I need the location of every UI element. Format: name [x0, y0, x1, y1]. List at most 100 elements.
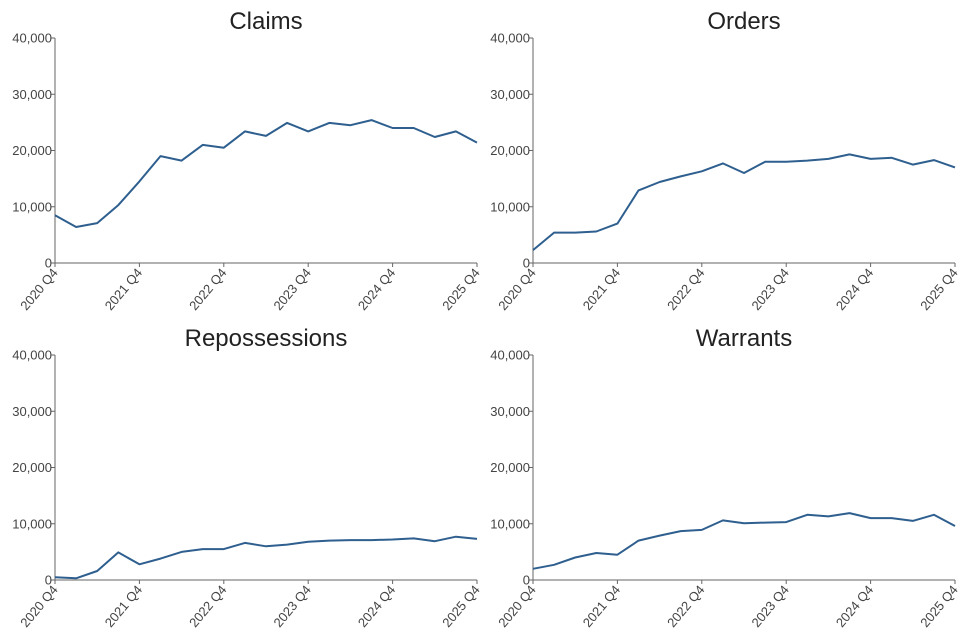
claims-data-point	[349, 124, 351, 126]
repossessions-y-tick-label: 10,000	[12, 516, 52, 531]
warrants-y-tick-label: 40,000	[490, 348, 530, 363]
claims-x-tick-label: 2022 Q4	[186, 265, 230, 313]
claims-y-tick-label: 0	[45, 256, 52, 271]
orders-data-point	[849, 153, 851, 155]
repossessions-data-point	[476, 538, 478, 540]
orders-y-tick-label: 40,000	[490, 31, 530, 46]
orders-data-point	[870, 158, 872, 160]
orders-data-point	[891, 157, 893, 159]
orders-panel: Orders 0 10,000 20,000 30,000 40,000 2020 Q4 20…	[490, 8, 960, 313]
orders-data-point	[680, 175, 682, 177]
claims-panel: Claims 0 10,000 20,000 30,000 40,000 2020 Q4 20…	[12, 8, 483, 313]
warrants-y-tick-label: 30,000	[490, 404, 530, 419]
orders-data-point	[616, 223, 618, 225]
repossessions-data-point	[117, 551, 119, 553]
claims-data-point	[181, 160, 183, 162]
repossessions-x-tick-label: 2024 Q4	[355, 582, 399, 630]
repossessions-data-point	[434, 540, 436, 542]
orders-data-point	[827, 158, 829, 160]
repossessions-x-tick-label: 2025 Q4	[439, 582, 483, 630]
warrants-data-point	[891, 517, 893, 519]
orders-x-tick-label: 2022 Q4	[664, 265, 708, 313]
warrants-data-point	[954, 525, 956, 527]
orders-data-point	[553, 232, 555, 234]
orders-data-point	[532, 249, 534, 251]
repossessions-x-tick-label: 2020 Q4	[17, 582, 61, 630]
warrants-data-point	[616, 554, 618, 556]
warrants-data-point	[595, 552, 597, 554]
repossessions-title: Repossessions	[185, 325, 348, 352]
warrants-data-point	[806, 514, 808, 516]
claims-data-point	[413, 127, 415, 129]
claims-data-point	[96, 222, 98, 224]
warrants-x-tick-label: 2025 Q4	[917, 582, 960, 630]
repossessions-y-tick-label: 0	[45, 573, 52, 588]
repossessions-y-tick-label: 20,000	[12, 460, 52, 475]
orders-data-point	[954, 166, 956, 168]
orders-y-tick-label: 10,000	[490, 199, 530, 214]
orders-data-point	[764, 161, 766, 163]
orders-data-point	[722, 162, 724, 164]
claims-data-point	[202, 144, 204, 146]
repossessions-data-point	[181, 551, 183, 553]
repossessions-y-tick-label: 30,000	[12, 404, 52, 419]
repossessions-series-line	[54, 535, 478, 580]
claims-data-point	[371, 119, 373, 121]
warrants-series-line	[532, 512, 956, 570]
orders-data-point	[659, 181, 661, 183]
warrants-y-tick-label: 10,000	[490, 516, 530, 531]
claims-data-point	[117, 204, 119, 206]
claims-data-point	[286, 122, 288, 124]
warrants-data-point	[743, 522, 745, 524]
claims-data-point	[265, 135, 267, 137]
repossessions-data-point	[455, 536, 457, 538]
warrants-data-point	[553, 564, 555, 566]
orders-x-tick-label: 2023 Q4	[748, 265, 792, 313]
claims-x-tick-label: 2024 Q4	[355, 265, 399, 313]
repossessions-y-tick-label: 40,000	[12, 348, 52, 363]
warrants-data-point	[722, 519, 724, 521]
claims-y-tick-label: 20,000	[12, 143, 52, 158]
warrants-data-point	[764, 522, 766, 524]
repossessions-data-point	[392, 539, 394, 541]
claims-x-tick-label: 2023 Q4	[270, 265, 314, 313]
claims-y-tick-label: 10,000	[12, 199, 52, 214]
orders-data-point	[785, 161, 787, 163]
repossessions-data-point	[96, 570, 98, 572]
orders-data-point	[638, 189, 640, 191]
warrants-data-point	[701, 529, 703, 531]
warrants-data-point	[680, 530, 682, 532]
repossessions-data-point	[202, 548, 204, 550]
orders-data-point	[701, 170, 703, 172]
orders-series-line	[532, 153, 956, 251]
warrants-panel: Warrants 0 10,000 20,000 30,000 40,000 2020 Q4…	[490, 325, 960, 630]
repossessions-data-point	[54, 576, 56, 578]
warrants-y-tick-label: 20,000	[490, 460, 530, 475]
warrants-x-tick-label: 2024 Q4	[833, 582, 877, 630]
repossessions-x-tick-label: 2023 Q4	[270, 582, 314, 630]
warrants-x-tick-label: 2022 Q4	[664, 582, 708, 630]
repossessions-panel: Repossessions 0 10,000 20,000 30,000 40,000 20…	[12, 325, 483, 630]
repossessions-data-point	[265, 545, 267, 547]
warrants-y-tick-label: 0	[523, 573, 530, 588]
warrants-data-point	[933, 514, 935, 516]
warrants-x-tick-label: 2020 Q4	[495, 582, 539, 630]
repossessions-data-point	[349, 539, 351, 541]
orders-y-tick-label: 30,000	[490, 87, 530, 102]
repossessions-x-tick-label: 2021 Q4	[102, 582, 146, 630]
warrants-data-point	[638, 540, 640, 542]
claims-x-tick-label: 2021 Q4	[102, 265, 146, 313]
claims-y-tick-label: 40,000	[12, 31, 52, 46]
warrants-data-point	[574, 557, 576, 559]
orders-y-tick-label: 20,000	[490, 143, 530, 158]
repossessions-data-point	[75, 577, 77, 579]
warrants-x-tick-label: 2023 Q4	[748, 582, 792, 630]
claims-data-point	[244, 130, 246, 132]
claims-data-point	[138, 180, 140, 182]
orders-x-tick-label: 2020 Q4	[495, 265, 539, 313]
claims-data-point	[392, 127, 394, 129]
claims-data-point	[476, 142, 478, 144]
orders-data-point	[806, 160, 808, 162]
orders-x-tick-label: 2021 Q4	[580, 265, 624, 313]
